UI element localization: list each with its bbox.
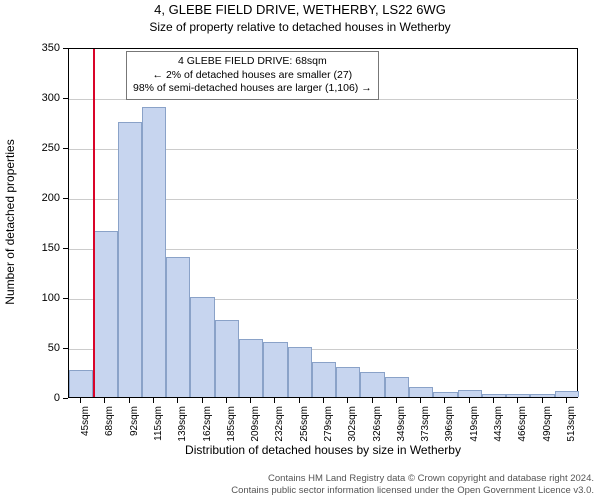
x-tick xyxy=(396,398,397,403)
x-tick xyxy=(104,398,105,403)
histogram-bar xyxy=(142,107,166,397)
y-tick-label: 150 xyxy=(28,242,60,254)
histogram-bar xyxy=(555,391,579,397)
x-tick xyxy=(444,398,445,403)
x-tick-label: 139sqm xyxy=(177,406,188,456)
histogram-bar xyxy=(506,394,530,397)
x-tick-label: 490sqm xyxy=(542,406,553,456)
annotation-box: 4 GLEBE FIELD DRIVE: 68sqm← 2% of detach… xyxy=(126,51,379,100)
y-tick xyxy=(63,148,68,149)
x-tick xyxy=(323,398,324,403)
histogram-bar xyxy=(239,339,263,397)
histogram-bar xyxy=(190,297,214,397)
y-tick xyxy=(63,248,68,249)
x-tick-label: 466sqm xyxy=(517,406,528,456)
histogram-bar xyxy=(263,342,287,397)
x-tick-label: 256sqm xyxy=(299,406,310,456)
x-tick-label: 326sqm xyxy=(372,406,383,456)
x-tick-label: 115sqm xyxy=(153,406,164,456)
x-tick-label: 279sqm xyxy=(323,406,334,456)
histogram-bar xyxy=(409,387,433,397)
histogram-bar xyxy=(166,257,190,397)
x-tick-label: 443sqm xyxy=(493,406,504,456)
x-tick xyxy=(566,398,567,403)
x-tick-label: 419sqm xyxy=(469,406,480,456)
footer-attribution: Contains HM Land Registry data © Crown c… xyxy=(231,473,594,497)
footer-line-1: Contains HM Land Registry data © Crown c… xyxy=(268,473,594,484)
y-tick xyxy=(63,298,68,299)
y-tick-label: 250 xyxy=(28,142,60,154)
page-subtitle: Size of property relative to detached ho… xyxy=(0,20,600,34)
x-tick xyxy=(226,398,227,403)
x-tick xyxy=(372,398,373,403)
annotation-line: ← 2% of detached houses are smaller (27) xyxy=(133,69,372,83)
histogram-bar xyxy=(93,231,117,397)
x-tick-label: 185sqm xyxy=(226,406,237,456)
x-tick xyxy=(517,398,518,403)
histogram-bar xyxy=(312,362,336,397)
histogram-bar xyxy=(482,394,506,397)
x-tick-label: 396sqm xyxy=(444,406,455,456)
histogram-bar xyxy=(69,370,93,397)
x-tick-label: 68sqm xyxy=(104,406,115,456)
plot-area xyxy=(68,48,578,398)
x-tick-label: 302sqm xyxy=(347,406,358,456)
y-tick xyxy=(63,348,68,349)
y-tick-label: 0 xyxy=(28,392,60,404)
histogram-bar xyxy=(385,377,409,397)
x-tick xyxy=(469,398,470,403)
histogram-bar xyxy=(360,372,384,397)
annotation-line: 98% of semi-detached houses are larger (… xyxy=(133,82,372,96)
page-title: 4, GLEBE FIELD DRIVE, WETHERBY, LS22 6WG xyxy=(0,2,600,17)
histogram-bar xyxy=(458,390,482,397)
x-tick xyxy=(493,398,494,403)
x-tick-label: 232sqm xyxy=(274,406,285,456)
x-tick xyxy=(542,398,543,403)
footer-line-2: Contains public sector information licen… xyxy=(231,485,594,496)
x-tick-label: 92sqm xyxy=(129,406,140,456)
y-tick-label: 300 xyxy=(28,92,60,104)
x-tick xyxy=(80,398,81,403)
histogram-bar xyxy=(433,392,457,397)
annotation-line: 4 GLEBE FIELD DRIVE: 68sqm xyxy=(133,55,372,69)
chart-container: 4, GLEBE FIELD DRIVE, WETHERBY, LS22 6WG… xyxy=(0,0,600,500)
y-tick xyxy=(63,198,68,199)
y-tick-label: 350 xyxy=(28,42,60,54)
x-tick xyxy=(202,398,203,403)
x-tick-label: 209sqm xyxy=(250,406,261,456)
x-tick xyxy=(177,398,178,403)
y-tick xyxy=(63,98,68,99)
histogram-bar xyxy=(336,367,360,397)
y-tick-label: 100 xyxy=(28,292,60,304)
x-tick xyxy=(250,398,251,403)
x-tick-label: 162sqm xyxy=(202,406,213,456)
x-tick xyxy=(420,398,421,403)
x-tick xyxy=(129,398,130,403)
x-tick xyxy=(153,398,154,403)
reference-line xyxy=(93,49,95,397)
histogram-bar xyxy=(215,320,239,397)
x-tick-label: 373sqm xyxy=(420,406,431,456)
x-tick-label: 45sqm xyxy=(80,406,91,456)
y-tick-label: 200 xyxy=(28,192,60,204)
y-tick xyxy=(63,398,68,399)
histogram-bar xyxy=(530,394,554,397)
x-tick xyxy=(299,398,300,403)
histogram-bar xyxy=(118,122,142,397)
x-tick xyxy=(274,398,275,403)
y-tick-label: 50 xyxy=(28,342,60,354)
x-tick xyxy=(347,398,348,403)
x-tick-label: 513sqm xyxy=(566,406,577,456)
y-tick xyxy=(63,48,68,49)
x-tick-label: 349sqm xyxy=(396,406,407,456)
y-axis-label: Number of detached properties xyxy=(3,122,17,322)
histogram-bar xyxy=(288,347,312,397)
